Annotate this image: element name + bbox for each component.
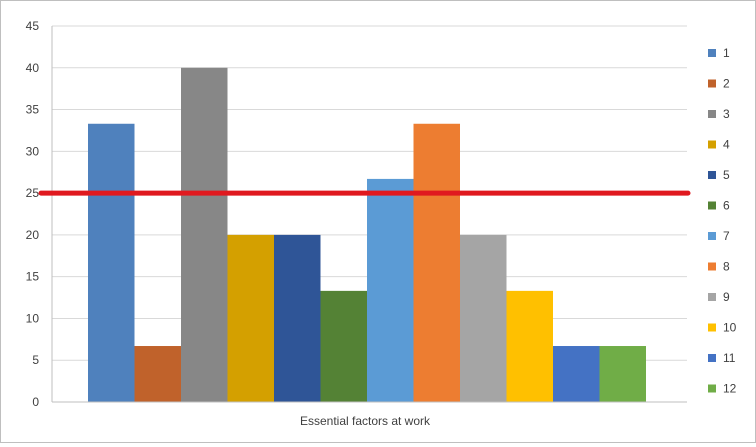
y-tick-label: 35 [26,103,40,117]
legend-label-7: 7 [723,229,730,243]
legend-label-4: 4 [723,138,730,152]
legend-label-8: 8 [723,260,730,274]
y-tick-label: 0 [32,395,39,409]
legend-label-5: 5 [723,168,730,182]
bar-series-12 [599,346,646,402]
legend-swatch-5 [708,171,716,179]
bar-series-6 [320,290,367,402]
legend-swatch-10 [708,323,716,332]
legend-label-11: 11 [723,351,736,365]
legend-swatch-11 [708,354,716,362]
bar-series-8 [413,123,460,402]
legend-swatch-6 [708,201,716,210]
legend-label-3: 3 [723,107,730,121]
legend-swatch-2 [708,79,716,88]
y-tick-label: 25 [26,186,40,200]
legend-swatch-1 [708,49,716,57]
y-tick-label: 45 [26,19,40,33]
legend-swatch-4 [708,140,716,149]
y-tick-label: 30 [26,144,40,158]
legend-label-6: 6 [723,199,730,213]
y-tick-label: 40 [26,61,40,75]
bar-series [88,67,646,403]
bar-series-11 [553,346,600,402]
bar-series-4 [227,234,274,402]
y-tick-label: 15 [26,270,40,284]
y-tick-label: 5 [32,353,39,367]
bar-series-3 [181,67,228,403]
bar-series-2 [134,346,181,402]
legend-label-2: 2 [723,77,730,91]
legend-swatch-3 [708,110,716,118]
legend-label-9: 9 [723,290,730,304]
legend-swatch-8 [708,262,716,271]
bar-series-10 [506,290,553,402]
legend-label-12: 12 [723,382,737,396]
x-category-label: Essential factors at work [300,414,431,428]
bar-series-9 [460,234,507,402]
bar-series-7 [367,178,414,402]
legend-swatch-12 [708,384,716,393]
legend-label-10: 10 [723,321,737,335]
y-tick-label: 20 [26,228,40,242]
legend-swatch-9 [708,293,716,301]
axes: 0 5 10 15 20 25 30 35 40 45 Essential factors at w… [26,19,687,428]
legend-swatch-7 [708,232,716,240]
bar-series-5 [274,234,321,402]
bar-series-1 [88,123,135,402]
y-tick-label: 10 [26,311,40,325]
legend-label-1: 1 [723,46,730,60]
